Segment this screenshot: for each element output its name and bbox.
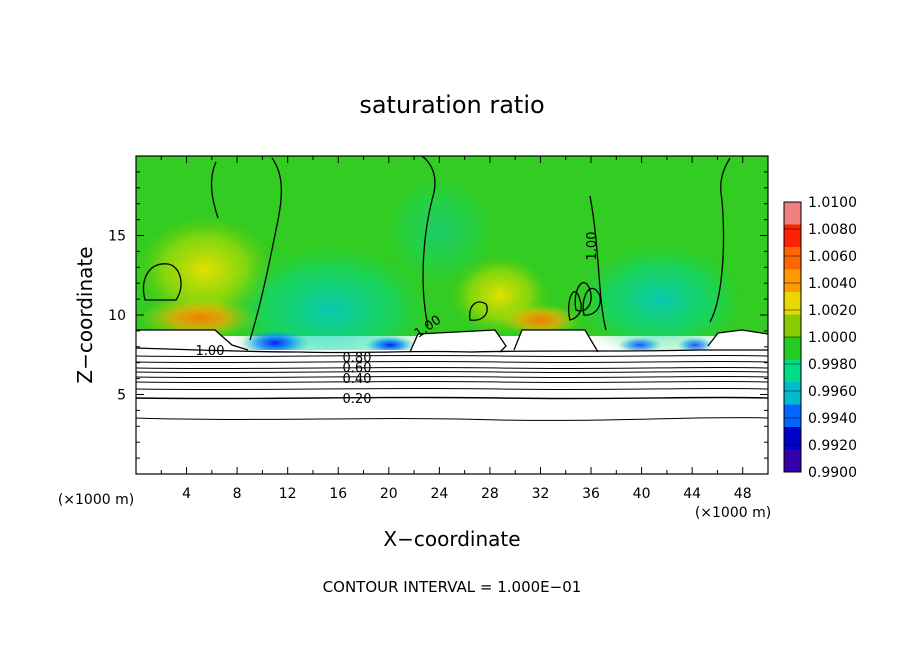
y-tick-label: 10	[108, 308, 126, 324]
dry-region	[365, 336, 415, 354]
contour-label: 0.20	[343, 392, 372, 407]
colorbar-label: 0.9920	[808, 438, 857, 454]
colorbar-swatch	[784, 269, 801, 293]
colorbar-swatch	[784, 247, 801, 270]
colorbar-swatch	[784, 337, 801, 360]
cool-region	[380, 170, 500, 290]
x-tick-label: 44	[683, 486, 701, 502]
colorbar-label: 1.0080	[808, 222, 857, 238]
warm-region	[500, 304, 580, 336]
x-tick-label: 16	[329, 486, 347, 502]
colorbar-label: 0.9960	[808, 384, 857, 400]
x-unit-label-left: (×1000 m)	[58, 492, 134, 508]
colorbar-swatch	[784, 292, 801, 315]
y-tick-label: 5	[117, 388, 126, 404]
cool-region	[570, 240, 750, 360]
colorbar-label: 0.9940	[808, 411, 857, 427]
colorbar-swatch	[784, 224, 801, 248]
colorbar: 1.0100 1.0080 1.0060 1.0040 1.0020 1.0000 0.99…	[783, 195, 857, 481]
contour-label: 0.80	[343, 351, 372, 366]
contour-interval-note: CONTOUR INTERVAL = 1.000E−01	[323, 578, 582, 596]
contour-label: 1.00	[196, 344, 225, 359]
colorbar-swatch	[784, 449, 801, 473]
colorbar-swatch	[784, 404, 801, 428]
colorbar-label: 1.0020	[808, 303, 857, 319]
subsaturated-region	[410, 330, 506, 352]
colorbar-label: 1.0000	[808, 330, 857, 346]
colorbar-swatch	[784, 427, 801, 450]
contour-label: 1.00	[585, 232, 600, 261]
x-axis-ticks: 4 8 12 16 20 24 28 32 36 40 44 48	[160, 156, 752, 502]
x-tick-label: 40	[633, 486, 651, 502]
x-tick-label: 24	[430, 486, 448, 502]
x-tick-label: 12	[279, 486, 297, 502]
y-axis-ticks: 5 10 15	[108, 171, 768, 459]
contour-label: 0.40	[343, 372, 372, 387]
x-unit-label-right: (×1000 m)	[695, 505, 771, 521]
colorbar-swatch	[784, 202, 801, 225]
x-axis-label: X−coordinate	[383, 527, 520, 551]
x-tick-label: 8	[233, 486, 242, 502]
plot-area	[136, 156, 768, 474]
subsaturated-region	[514, 330, 598, 352]
colorbar-label: 0.9900	[808, 465, 857, 481]
x-tick-label: 32	[532, 486, 550, 502]
y-tick-label: 15	[108, 229, 126, 245]
y-axis-label: Z−coordinate	[73, 246, 97, 383]
colorbar-swatch	[784, 359, 801, 383]
dry-region	[677, 337, 713, 353]
subsaturated-region	[708, 330, 768, 346]
x-tick-label: 28	[481, 486, 499, 502]
lower-contours	[136, 354, 768, 421]
x-tick-label: 36	[582, 486, 600, 502]
colorbar-swatch	[784, 314, 801, 338]
x-tick-label: 20	[380, 486, 398, 502]
chart-title: saturation ratio	[359, 91, 544, 119]
contour-label: 0.60	[343, 361, 372, 376]
x-tick-label: 4	[182, 486, 191, 502]
x-tick-label: 48	[734, 486, 752, 502]
subsaturated-region	[136, 350, 768, 474]
colorbar-label: 0.9980	[808, 357, 857, 373]
colorbar-swatch	[784, 382, 801, 405]
colorbar-label: 1.0040	[808, 276, 857, 292]
colorbar-label: 1.0060	[808, 249, 857, 265]
saturation-contour	[136, 156, 768, 354]
colorbar-label: 1.0100	[808, 195, 857, 211]
dry-region	[618, 337, 662, 353]
